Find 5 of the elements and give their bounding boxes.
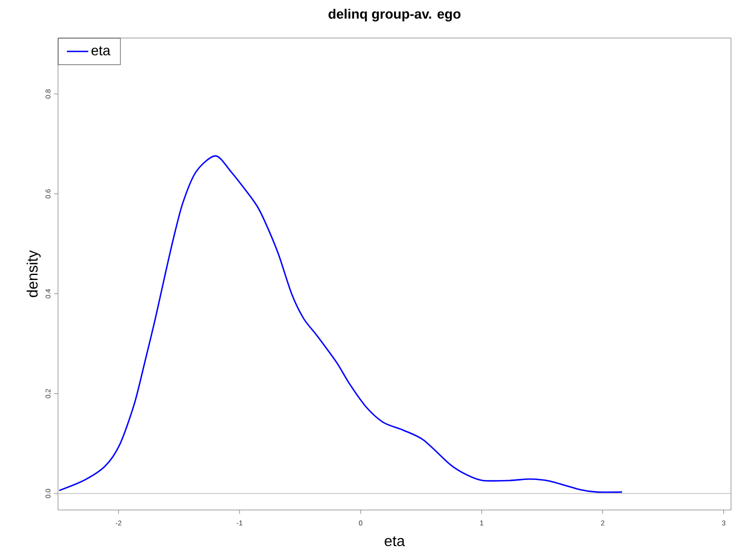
chart-title: delinq group-av. ego (328, 8, 460, 22)
line-series (58, 155, 623, 493)
y-axis-title: density (26, 250, 41, 298)
x-axis-title: eta (384, 536, 405, 546)
legend-label: eta (92, 46, 110, 56)
